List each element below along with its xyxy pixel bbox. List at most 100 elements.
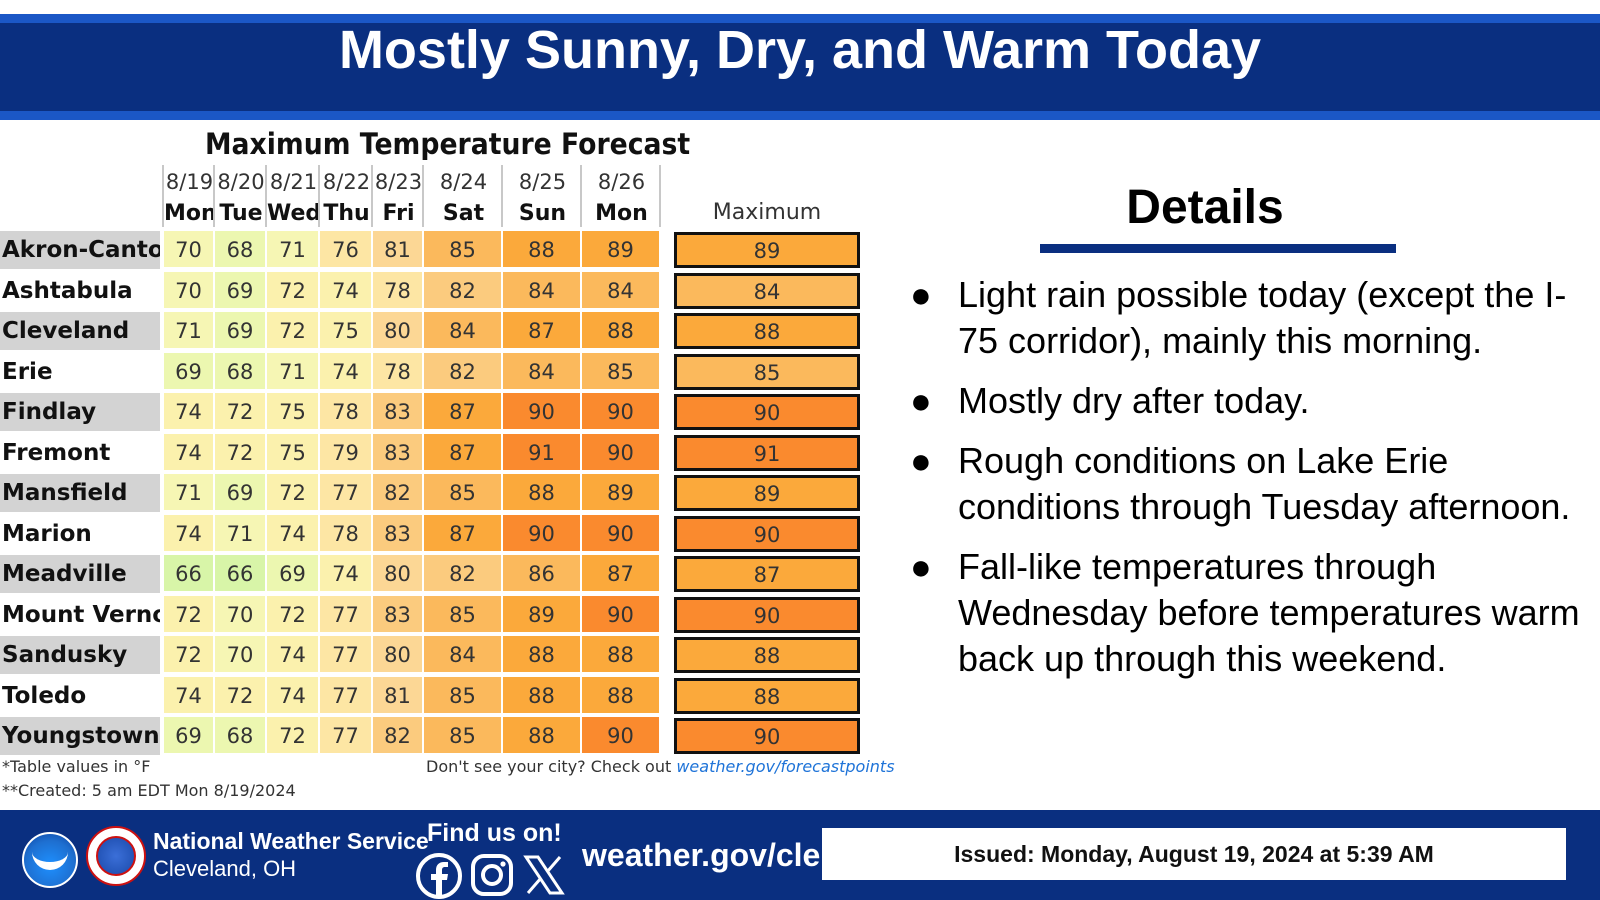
temperature-cell: 74	[164, 514, 215, 553]
temperature-cell: 83	[373, 393, 424, 431]
temperature-cell: 69	[215, 271, 267, 310]
column-divider	[422, 165, 424, 227]
city-name: Fremont	[2, 439, 111, 466]
temperature-cell: 89	[503, 595, 582, 634]
maximum-cell: 89	[674, 475, 860, 511]
temperature-cell: 68	[215, 231, 267, 269]
temperature-cell: 72	[215, 433, 267, 472]
temperature-cell: 72	[164, 595, 215, 634]
temperature-cell: 68	[215, 352, 267, 391]
temperature-cell: 88	[503, 717, 582, 755]
temperature-cell: 85	[424, 717, 503, 755]
temperature-cell: 80	[373, 312, 424, 350]
org-location: Cleveland, OH	[153, 856, 297, 881]
column-date: 8/26	[597, 170, 646, 194]
temperature-cell: 75	[267, 393, 320, 431]
details-divider	[1040, 244, 1396, 253]
noaa-logo-icon	[22, 832, 78, 888]
forecastpoints-link[interactable]: weather.gov/forecastpoints	[676, 757, 895, 776]
temperature-cell: 84	[503, 271, 582, 310]
temperature-cell: 72	[215, 393, 267, 431]
find-us-label: Find us on!	[427, 819, 562, 847]
table-title: Maximum Temperature Forecast	[205, 127, 691, 161]
column-day: Tue	[219, 201, 263, 226]
maximum-cell: 88	[674, 313, 860, 349]
temperature-cell: 77	[320, 717, 373, 755]
temperature-cell: 74	[267, 676, 320, 715]
temperature-cell: 72	[267, 312, 320, 350]
website-url[interactable]: weather.gov/cle	[582, 837, 821, 873]
city-name: Cleveland	[0, 312, 160, 350]
maximum-cell: 87	[674, 556, 860, 592]
city-prompt-text: Don't see your city? Check out	[426, 757, 672, 776]
temperature-cell: 82	[373, 474, 424, 512]
details-bullet: ● Light rain possible today (except the I…	[910, 274, 1567, 361]
temperature-cell: 72	[215, 676, 267, 715]
temperature-cell: 77	[320, 676, 373, 715]
temperature-cell: 88	[582, 636, 661, 674]
org-name: National Weather Service	[153, 828, 429, 854]
temperature-cell: 77	[320, 636, 373, 674]
temperature-cell: 78	[320, 514, 373, 553]
temperature-cell: 74	[164, 676, 215, 715]
temperature-cell: 71	[267, 352, 320, 391]
city-name: Mount Vernon	[2, 601, 160, 628]
temperature-cell: 91	[503, 433, 582, 472]
temperature-cell: 85	[424, 676, 503, 715]
temperature-cell: 84	[424, 312, 503, 350]
column-divider	[580, 165, 582, 227]
temperature-cell: 75	[267, 433, 320, 472]
details-list: ● Light rain possible today (except the I…	[910, 272, 1590, 696]
temperature-cell: 90	[582, 514, 661, 553]
column-divider	[265, 165, 267, 227]
temperature-cell: 75	[320, 312, 373, 350]
x-icon[interactable]	[522, 853, 566, 897]
column-date: 8/20	[217, 170, 265, 194]
temperature-cell: 90	[582, 595, 661, 634]
temperature-cell: 70	[164, 231, 215, 269]
column-divider	[318, 165, 320, 227]
temperature-cell: 90	[582, 717, 661, 755]
temperature-cell: 88	[503, 676, 582, 715]
column-divider	[501, 165, 503, 227]
temperature-cell: 74	[267, 514, 320, 553]
column-day: Mon	[595, 201, 648, 226]
temperature-cell: 69	[164, 352, 215, 391]
temperature-cell: 89	[582, 231, 661, 269]
facebook-icon[interactable]	[416, 853, 462, 899]
details-bullet: ● Mostly dry after today.	[910, 380, 1310, 421]
temperature-cell: 69	[215, 474, 267, 512]
temperature-cell: 71	[164, 312, 215, 350]
temperature-cell: 86	[503, 555, 582, 593]
issued-text: Issued: Monday, August 19, 2024 at 5:39 …	[954, 841, 1434, 867]
temperature-cell: 88	[503, 636, 582, 674]
temperature-cell: 66	[164, 555, 215, 593]
temperature-cell: 84	[424, 636, 503, 674]
column-day: Sun	[518, 201, 567, 226]
maximum-cell: 84	[674, 272, 860, 309]
maximum-header: Maximum	[712, 200, 822, 225]
temperature-cell: 72	[267, 595, 320, 634]
city-name: Youngstown	[0, 717, 160, 755]
city-name: Findlay	[0, 393, 160, 431]
temperature-cell: 71	[215, 514, 267, 553]
temperature-cell: 87	[424, 393, 503, 431]
issued-box: Issued: Monday, August 19, 2024 at 5:39 …	[822, 828, 1566, 880]
temperature-cell: 74	[164, 433, 215, 472]
temperature-cell: 76	[320, 231, 373, 269]
temperature-cell: 82	[424, 271, 503, 310]
maximum-cell: 91	[674, 434, 860, 471]
temperature-cell: 80	[373, 636, 424, 674]
temperature-cell: 71	[267, 231, 320, 269]
city-prompt: Don't see your city? Check out weather.g…	[426, 757, 895, 776]
temperature-cell: 70	[215, 636, 267, 674]
temperature-cell: 82	[424, 352, 503, 391]
temperature-cell: 69	[215, 312, 267, 350]
temperature-cell: 90	[503, 514, 582, 553]
temperature-cell: 72	[267, 717, 320, 755]
maximum-cell: 90	[674, 394, 860, 430]
column-date: 8/25	[518, 170, 567, 194]
temperature-cell: 68	[215, 717, 267, 755]
temperature-cell: 84	[503, 352, 582, 391]
instagram-icon[interactable]	[470, 853, 514, 897]
